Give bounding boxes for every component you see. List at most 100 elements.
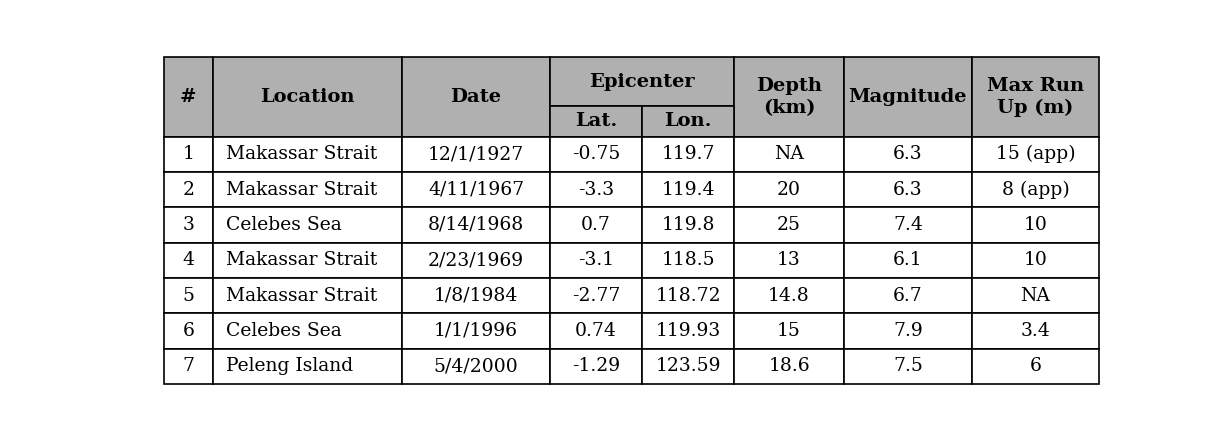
Text: 5/4/2000: 5/4/2000 [434,357,519,375]
Bar [844,136,972,172]
Text: 119.93: 119.93 [655,322,721,340]
Text: 15 (app): 15 (app) [995,145,1076,163]
Text: 0.7: 0.7 [582,216,611,234]
Text: 4: 4 [182,251,195,269]
Bar [213,207,402,243]
Bar [549,106,642,136]
Text: 6.3: 6.3 [893,180,923,198]
Bar [844,313,972,349]
Text: 25: 25 [777,216,801,234]
Bar [642,207,734,243]
Bar [164,278,213,313]
Bar [402,172,549,207]
Bar [402,58,549,136]
Bar [164,136,213,172]
Text: Makassar Strait: Makassar Strait [227,287,378,305]
Text: Location: Location [260,88,355,106]
Bar [549,207,642,243]
Text: 3.4: 3.4 [1020,322,1051,340]
Bar [164,313,213,349]
Bar [164,172,213,207]
Bar [972,243,1099,278]
Bar [734,58,844,136]
Bar [844,207,972,243]
Text: NA: NA [1020,287,1051,305]
Text: 7.9: 7.9 [893,322,923,340]
Text: -3.1: -3.1 [578,251,614,269]
Text: 12/1/1927: 12/1/1927 [428,145,524,163]
Bar [972,136,1099,172]
Text: 5: 5 [182,287,195,305]
Text: 1: 1 [182,145,195,163]
Text: 6: 6 [1030,357,1041,375]
Bar [642,136,734,172]
Bar [642,243,734,278]
Bar [972,207,1099,243]
Bar [213,243,402,278]
Bar [844,243,972,278]
Text: 7: 7 [182,357,195,375]
Text: 3: 3 [182,216,195,234]
Text: -1.29: -1.29 [572,357,620,375]
Text: 14.8: 14.8 [769,287,809,305]
Bar [734,172,844,207]
Bar [972,349,1099,384]
Text: 13: 13 [777,251,801,269]
Bar [734,278,844,313]
Bar [213,172,402,207]
Bar [164,349,213,384]
Text: -2.77: -2.77 [572,287,620,305]
Text: Magnitude: Magnitude [849,88,967,106]
Bar [402,278,549,313]
Text: 6: 6 [182,322,195,340]
Bar [213,349,402,384]
Text: -0.75: -0.75 [572,145,620,163]
Text: 7.4: 7.4 [893,216,923,234]
Bar [844,278,972,313]
Bar [972,172,1099,207]
Text: 6.3: 6.3 [893,145,923,163]
Bar [402,313,549,349]
Text: #: # [180,88,197,106]
Text: Epicenter: Epicenter [589,73,695,91]
Bar [734,243,844,278]
Text: 119.8: 119.8 [662,216,715,234]
Bar [164,243,213,278]
Bar [642,313,734,349]
Bar [213,313,402,349]
Text: NA: NA [774,145,804,163]
Text: 8 (app): 8 (app) [1002,180,1069,199]
Bar [402,243,549,278]
Bar [734,313,844,349]
Bar [844,172,972,207]
Text: Peleng Island: Peleng Island [227,357,354,375]
Bar [164,58,213,136]
Text: Makassar Strait: Makassar Strait [227,251,378,269]
Text: 1/1/1996: 1/1/1996 [434,322,517,340]
Text: 119.4: 119.4 [662,180,715,198]
Text: 4/11/1967: 4/11/1967 [428,180,524,198]
Text: 0.74: 0.74 [575,322,617,340]
Text: 2/23/1969: 2/23/1969 [428,251,524,269]
Bar [972,58,1099,136]
Bar [549,243,642,278]
Text: 8/14/1968: 8/14/1968 [428,216,524,234]
Text: 123.59: 123.59 [655,357,721,375]
Text: Makassar Strait: Makassar Strait [227,180,378,198]
Text: 15: 15 [777,322,801,340]
Bar [549,172,642,207]
Text: 18.6: 18.6 [769,357,809,375]
Bar [213,278,402,313]
Text: 10: 10 [1024,251,1047,269]
Text: Depth
(km): Depth (km) [756,77,822,117]
Text: Celebes Sea: Celebes Sea [227,322,342,340]
Bar [642,106,734,136]
Bar [402,207,549,243]
Bar [642,278,734,313]
Text: 6.1: 6.1 [893,251,923,269]
Bar [549,58,734,106]
Text: Date: Date [451,88,501,106]
Bar [642,172,734,207]
Text: 119.7: 119.7 [662,145,715,163]
Bar [734,136,844,172]
